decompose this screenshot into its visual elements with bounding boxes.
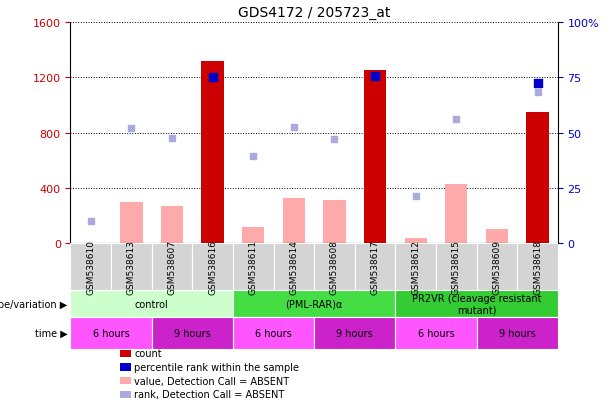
Bar [395,290,558,317]
Bar [477,244,517,290]
Bar [364,70,386,244]
Bar [395,244,436,290]
Bar [192,244,233,290]
Text: GSM538617: GSM538617 [371,240,379,294]
Text: value, Detection Call = ABSENT: value, Detection Call = ABSENT [134,376,289,386]
Text: 9 hours: 9 hours [499,328,536,338]
Point [126,126,136,132]
Text: rank, Detection Call = ABSENT: rank, Detection Call = ABSENT [134,389,284,399]
Text: time ▶: time ▶ [35,328,67,338]
Point [370,74,380,80]
Point [330,137,340,143]
Bar [283,199,305,244]
Bar [445,184,468,244]
Bar [152,317,233,349]
Point [533,89,543,96]
Text: GSM538618: GSM538618 [533,240,542,294]
Bar [202,62,224,244]
Bar [314,317,395,349]
Text: GSM538609: GSM538609 [492,240,501,294]
Text: 6 hours: 6 hours [417,328,454,338]
Text: GSM538608: GSM538608 [330,240,339,294]
Bar [355,244,395,290]
Point [248,153,258,160]
Text: GSM538616: GSM538616 [208,240,217,294]
Bar [527,112,549,244]
Bar [485,230,508,244]
Text: GSM538612: GSM538612 [411,240,420,294]
Text: PR2VR (cleavage resistant
mutant): PR2VR (cleavage resistant mutant) [412,293,541,315]
Text: GSM538615: GSM538615 [452,240,461,294]
Bar [70,317,152,349]
Bar [273,244,314,290]
Bar [233,244,273,290]
Bar [436,244,477,290]
Bar [314,244,355,290]
Text: 6 hours: 6 hours [93,328,129,338]
Text: GSM538611: GSM538611 [249,240,257,294]
Bar [395,317,477,349]
Bar [242,227,264,244]
Bar [405,238,427,244]
Text: 9 hours: 9 hours [337,328,373,338]
Point [411,193,421,199]
Point [167,135,177,142]
Point [533,80,543,87]
Bar [70,244,111,290]
Point [208,75,218,81]
Bar [70,290,233,317]
Title: GDS4172 / 205723_at: GDS4172 / 205723_at [238,6,390,20]
Bar [111,244,151,290]
Point [86,218,96,225]
Text: count: count [134,349,162,358]
Bar [152,244,192,290]
Point [289,124,299,131]
Point [451,116,461,123]
Text: control: control [135,299,169,309]
Text: 9 hours: 9 hours [174,328,211,338]
Bar [323,200,346,244]
Bar [233,317,314,349]
Text: GSM538610: GSM538610 [86,240,95,294]
Bar [120,202,143,244]
Text: percentile rank within the sample: percentile rank within the sample [134,362,299,372]
Text: 6 hours: 6 hours [255,328,292,338]
Text: GSM538613: GSM538613 [127,240,136,294]
Text: GSM538607: GSM538607 [167,240,177,294]
Text: GSM538614: GSM538614 [289,240,299,294]
Bar [161,206,183,244]
Bar [233,290,395,317]
Text: genotype/variation ▶: genotype/variation ▶ [0,299,67,309]
Bar [517,244,558,290]
Bar [477,317,558,349]
Text: (PML-RAR)α: (PML-RAR)α [286,299,343,309]
